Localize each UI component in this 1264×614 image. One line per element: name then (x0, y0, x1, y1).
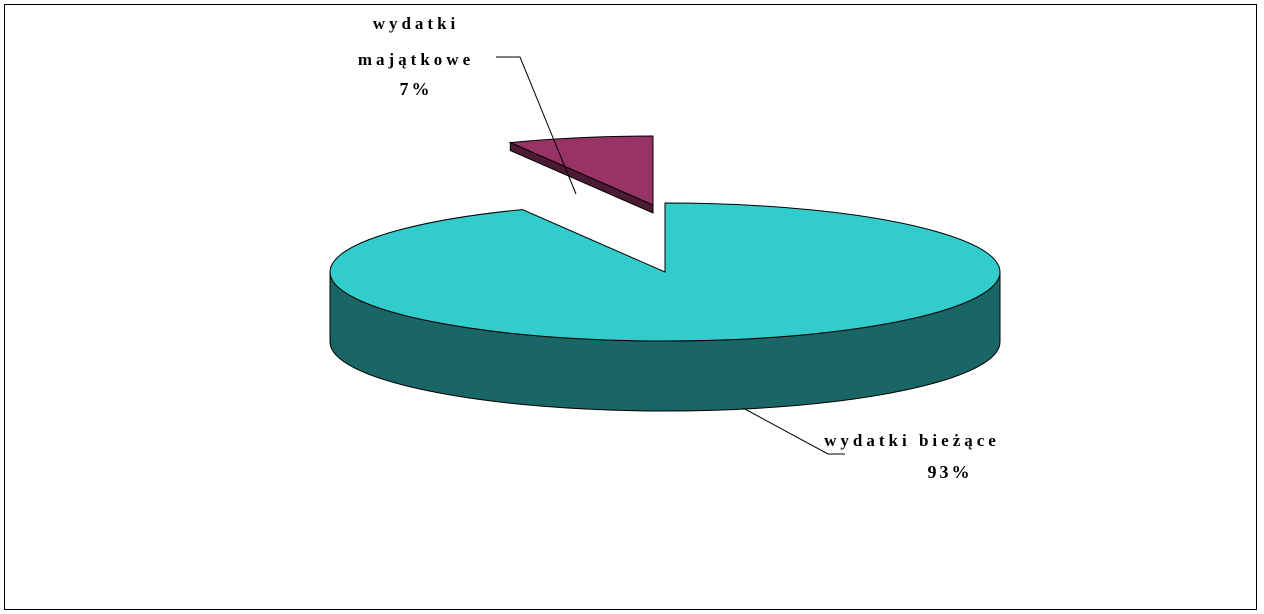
slice-label-majatkowe-line2: majątkowe (358, 50, 474, 69)
slice-label-biezace: wydatki bieżące (824, 431, 1000, 450)
slice-label-majatkowe-line1: wydatki (373, 14, 460, 33)
leader-lines (496, 56, 845, 455)
leader-line-majatkowe (496, 56, 577, 195)
slice-top-0 (329, 202, 1001, 342)
slice-percent-majatkowe: 7% (400, 79, 433, 99)
slice-top-1 (508, 135, 654, 206)
pie-top-faces (329, 135, 1001, 342)
slice-percent-biezace: 93% (928, 462, 973, 482)
leader-line-biezace (742, 407, 845, 455)
